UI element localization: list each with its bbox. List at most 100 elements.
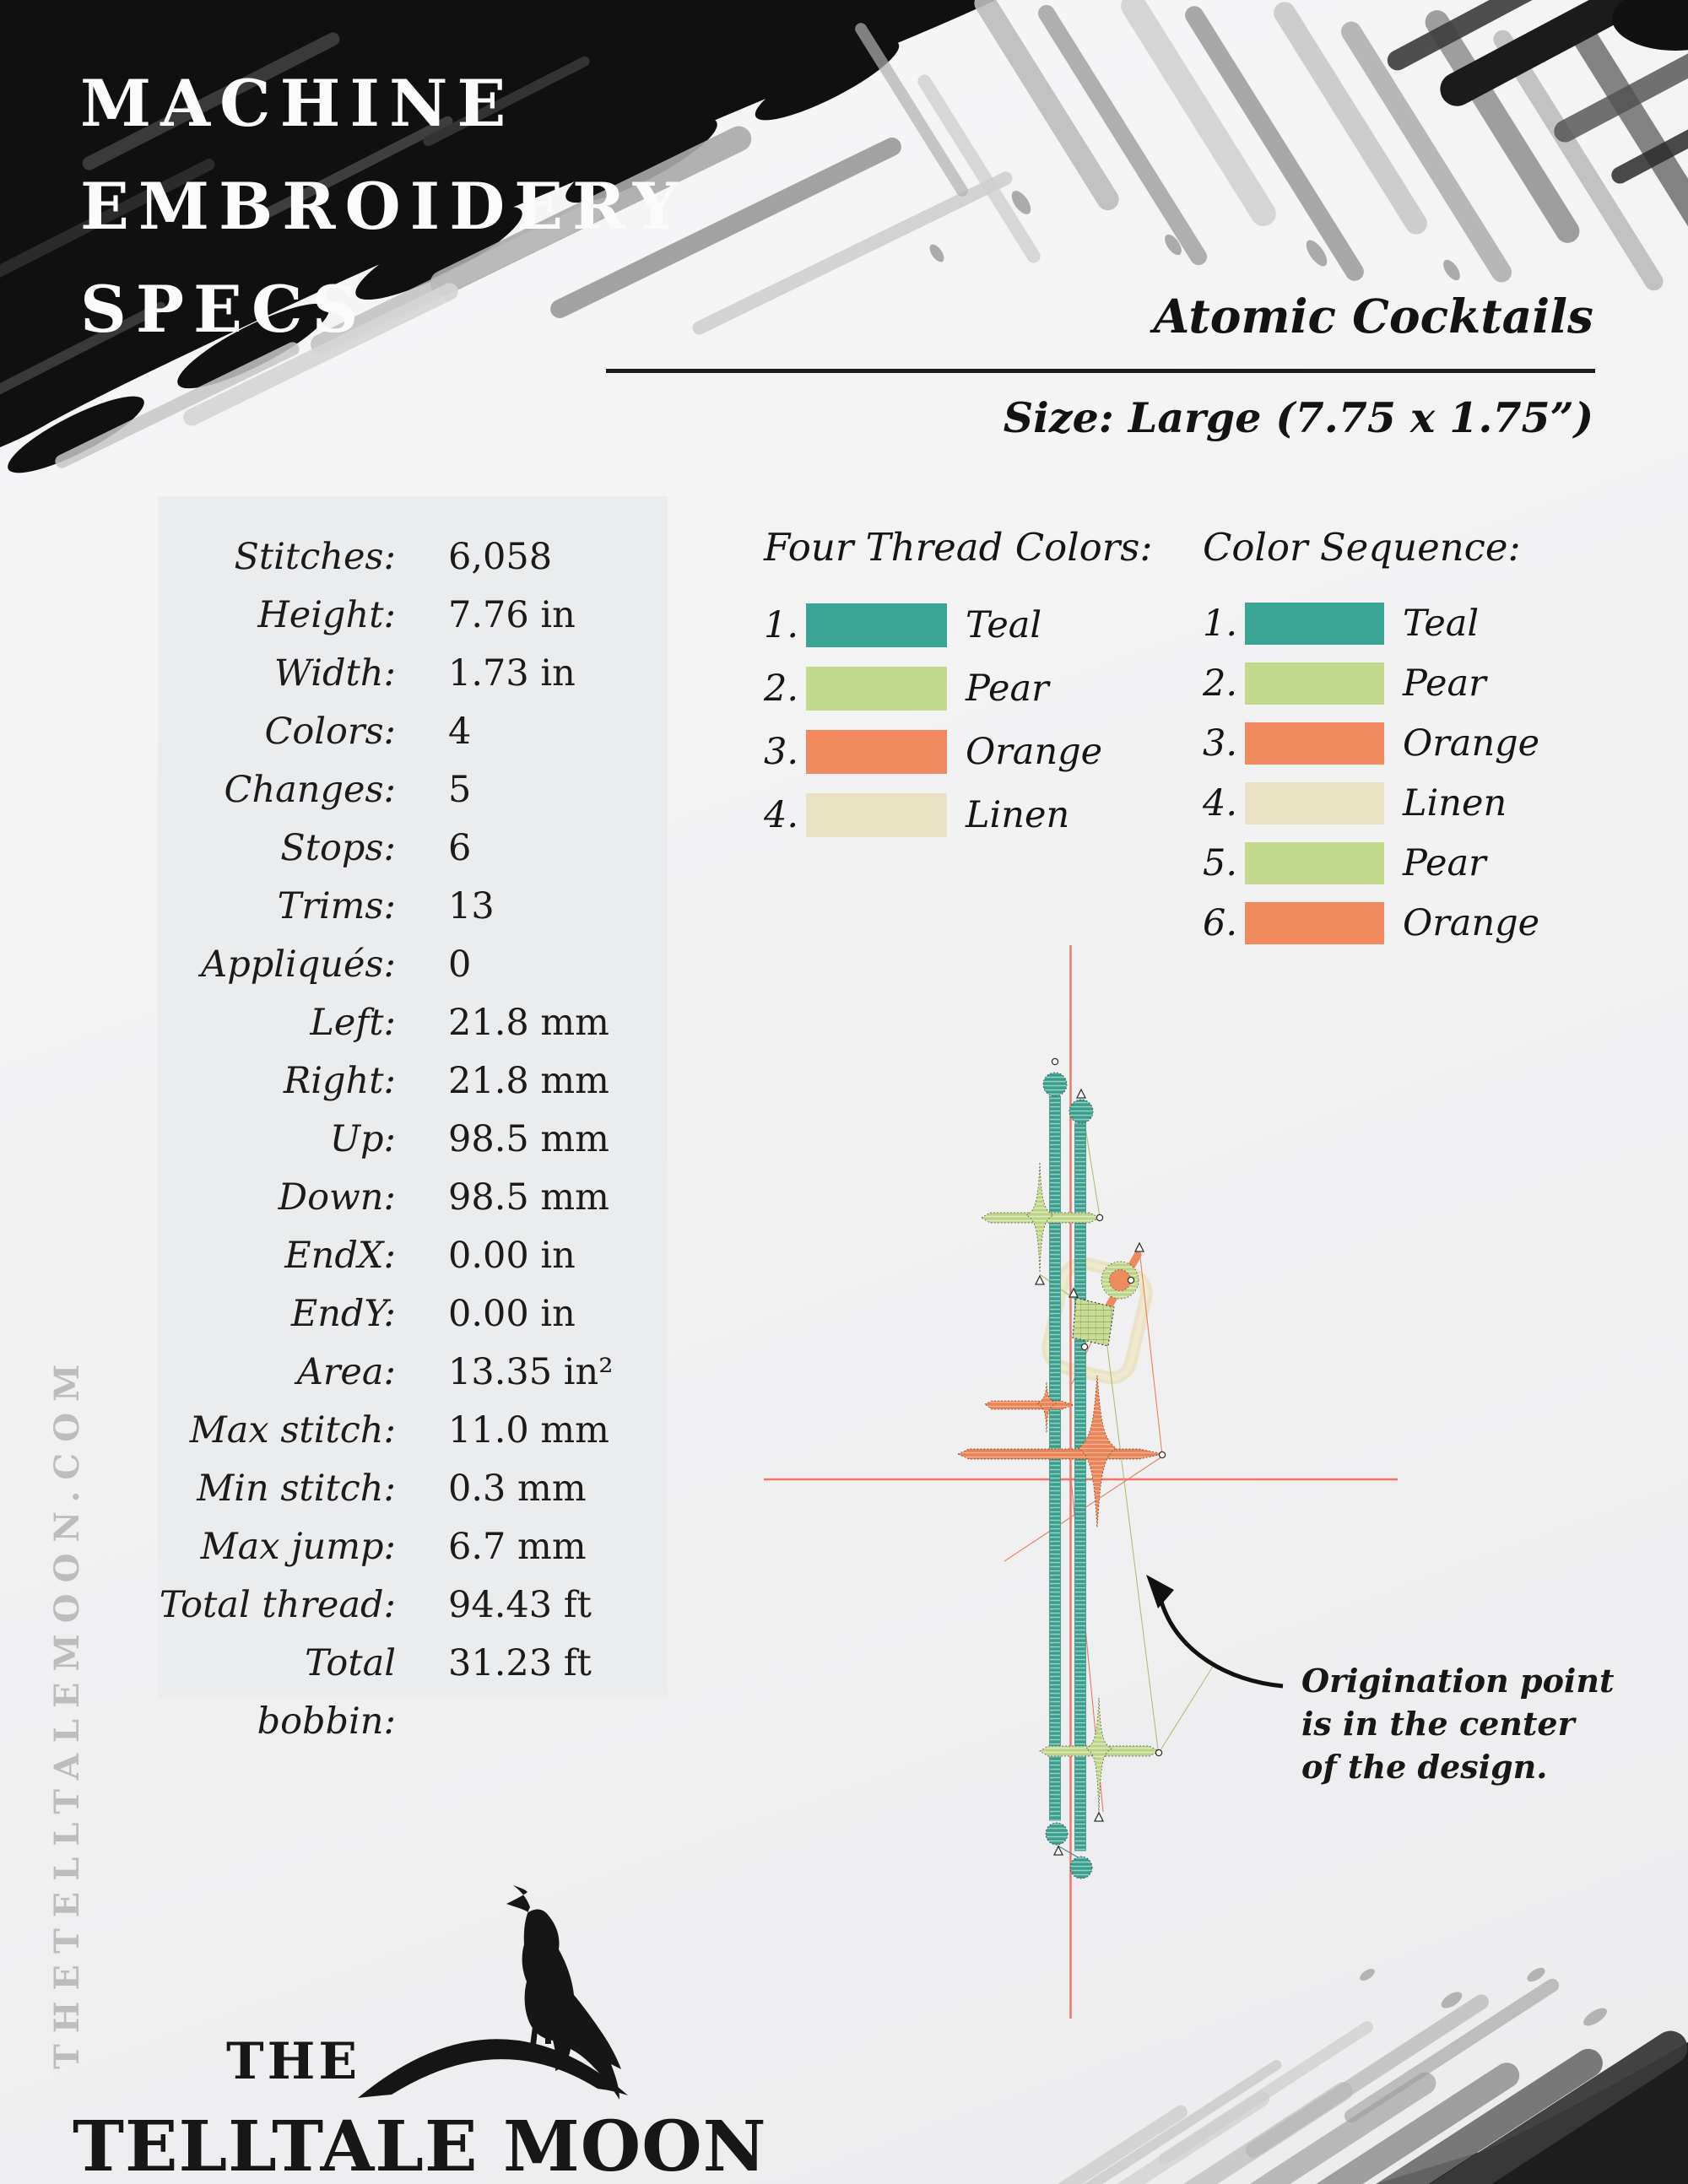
spec-value: 94.43 ft xyxy=(448,1584,592,1626)
spec-row-left: Left: 21.8 mm xyxy=(158,994,668,1052)
spec-row-width: Width: 1.73 in xyxy=(158,645,668,703)
spec-value: 21.8 mm xyxy=(448,1002,609,1044)
spec-label: Total bobbin: xyxy=(257,1642,396,1743)
spec-value: 13 xyxy=(448,885,495,927)
website-url-vertical: THETELLTALEMOON.COM xyxy=(47,1353,87,2069)
sequence-item-1: 1. Teal xyxy=(1203,593,1539,653)
spec-value: 7.76 in xyxy=(448,594,576,636)
design-size: Size: Large (7.75 x 1.75”) xyxy=(1003,393,1593,442)
spec-row-changes: Changes: 5 xyxy=(158,761,668,819)
spec-row-endx: EndX: 0.00 in xyxy=(158,1227,668,1285)
spec-label: Min stitch: xyxy=(197,1468,396,1510)
color-swatch-linen xyxy=(1245,781,1384,824)
spec-row-area: Area: 13.35 in² xyxy=(158,1343,668,1402)
stitch-markers xyxy=(1034,1057,1166,1856)
spec-value: 5 xyxy=(448,769,472,811)
logo-word-the: THE xyxy=(226,2032,361,2091)
annotation-line2: is in the center xyxy=(1301,1705,1575,1743)
spec-value: 0.00 in xyxy=(448,1235,576,1277)
spec-value: 4 xyxy=(448,711,472,753)
color-swatch-orange xyxy=(1245,722,1384,765)
spec-value: 0.3 mm xyxy=(448,1468,587,1510)
annotation-line1: Origination point xyxy=(1301,1662,1615,1700)
spec-value: 0 xyxy=(448,943,472,986)
spec-row-max-jump: Max jump: 6.7 mm xyxy=(158,1518,668,1576)
orange-cross-small xyxy=(984,1381,1075,1434)
spec-value: 98.5 mm xyxy=(448,1176,609,1219)
color-name: Teal xyxy=(1403,602,1480,645)
color-name: Orange xyxy=(966,730,1103,773)
annotation-line3: of the design. xyxy=(1301,1748,1548,1786)
color-swatch-pear xyxy=(1245,841,1384,884)
spec-label: Area: xyxy=(296,1351,396,1393)
header-divider xyxy=(606,369,1595,373)
spec-row-stops: Stops: 6 xyxy=(158,819,668,878)
sequence-item-5: 5. Pear xyxy=(1203,833,1539,893)
spec-label: Stitches: xyxy=(234,536,396,578)
sequence-item-3: 3. Orange xyxy=(1203,713,1539,773)
color-swatch-teal xyxy=(1245,602,1384,645)
spec-label: Appliqués: xyxy=(201,943,396,986)
color-name: Pear xyxy=(966,667,1049,710)
thread-colors-heading: Four Thread Colors: xyxy=(764,525,1153,570)
color-name: Pear xyxy=(1403,662,1486,705)
page-title: MACHINE EMBROIDERY SPECS xyxy=(80,52,688,361)
spec-row-down: Down: 98.5 mm xyxy=(158,1169,668,1227)
spec-value: 13.35 in² xyxy=(448,1351,614,1393)
color-swatch-teal xyxy=(806,603,947,647)
spec-row-trims: Trims: 13 xyxy=(158,878,668,936)
spec-row-height: Height: 7.76 in xyxy=(158,587,668,645)
spec-row-appliques: Appliqués: 0 xyxy=(158,936,668,994)
sequence-item-6: 6. Orange xyxy=(1203,893,1539,953)
pear-glass xyxy=(1072,1297,1115,1347)
spec-value: 98.5 mm xyxy=(448,1118,609,1160)
spec-label: Down: xyxy=(278,1176,396,1219)
color-name: Linen xyxy=(966,793,1070,836)
color-number: 3. xyxy=(1203,722,1238,765)
spec-panel: Stitches: 6,058 Height: 7.76 in Width: 1.73… xyxy=(158,496,668,1743)
thread-color-item-1: 1. Teal xyxy=(764,593,1153,657)
pear-starburst-upper xyxy=(981,1162,1101,1273)
color-sequence-heading: Color Sequence: xyxy=(1203,525,1521,570)
spec-row-total-bobbin: Total bobbin: 31.23 ft xyxy=(158,1635,668,1743)
page-title-line1: MACHINE xyxy=(80,66,516,141)
spec-label: Right: xyxy=(283,1060,396,1102)
spec-row-total-thread: Total thread: 94.43 ft xyxy=(158,1576,668,1635)
spec-label: Max stitch: xyxy=(189,1409,396,1451)
thread-color-item-3: 3. Orange xyxy=(764,720,1153,783)
color-name: Orange xyxy=(1403,901,1540,944)
crow-silhouette xyxy=(506,1885,621,2100)
spec-label: Changes: xyxy=(224,769,396,811)
spec-row-stitches: Stitches: 6,058 xyxy=(158,528,668,587)
spec-row-up: Up: 98.5 mm xyxy=(158,1111,668,1169)
color-swatch-pear xyxy=(806,666,947,711)
color-number: 1. xyxy=(764,603,799,646)
spec-label: Colors: xyxy=(264,711,396,753)
spec-label: Height: xyxy=(257,594,396,636)
spec-value: 31.23 ft xyxy=(448,1642,592,1684)
spec-value: 21.8 mm xyxy=(448,1060,609,1102)
color-number: 2. xyxy=(1203,662,1238,705)
color-number: 6. xyxy=(1203,901,1238,944)
design-name: Atomic Cocktails xyxy=(1153,289,1593,343)
spec-row-min-stitch: Min stitch: 0.3 mm xyxy=(158,1460,668,1518)
color-swatch-orange xyxy=(806,729,947,774)
header-brush-art xyxy=(0,0,1688,473)
sequence-item-4: 4. Linen xyxy=(1203,773,1539,833)
color-name: Teal xyxy=(966,603,1042,646)
spec-value: 11.0 mm xyxy=(448,1409,609,1451)
color-number: 1. xyxy=(1203,602,1238,645)
spec-label: Trims: xyxy=(277,885,396,927)
color-swatch-pear xyxy=(1245,662,1384,705)
thread-colors-list: Four Thread Colors: 1. Teal 2. Pear 3. Oran… xyxy=(764,525,1153,846)
spec-label: Left: xyxy=(310,1002,396,1044)
page-title-line3: SPECS xyxy=(80,272,368,347)
spec-value: 6,058 xyxy=(448,536,553,578)
spec-label: Total thread: xyxy=(159,1584,396,1626)
color-number: 4. xyxy=(1203,781,1238,824)
color-swatch-linen xyxy=(806,792,947,837)
spec-label: Max jump: xyxy=(200,1526,396,1568)
spec-label: EndY: xyxy=(290,1293,396,1335)
color-name: Orange xyxy=(1403,722,1540,765)
spec-value: 1.73 in xyxy=(448,652,576,695)
